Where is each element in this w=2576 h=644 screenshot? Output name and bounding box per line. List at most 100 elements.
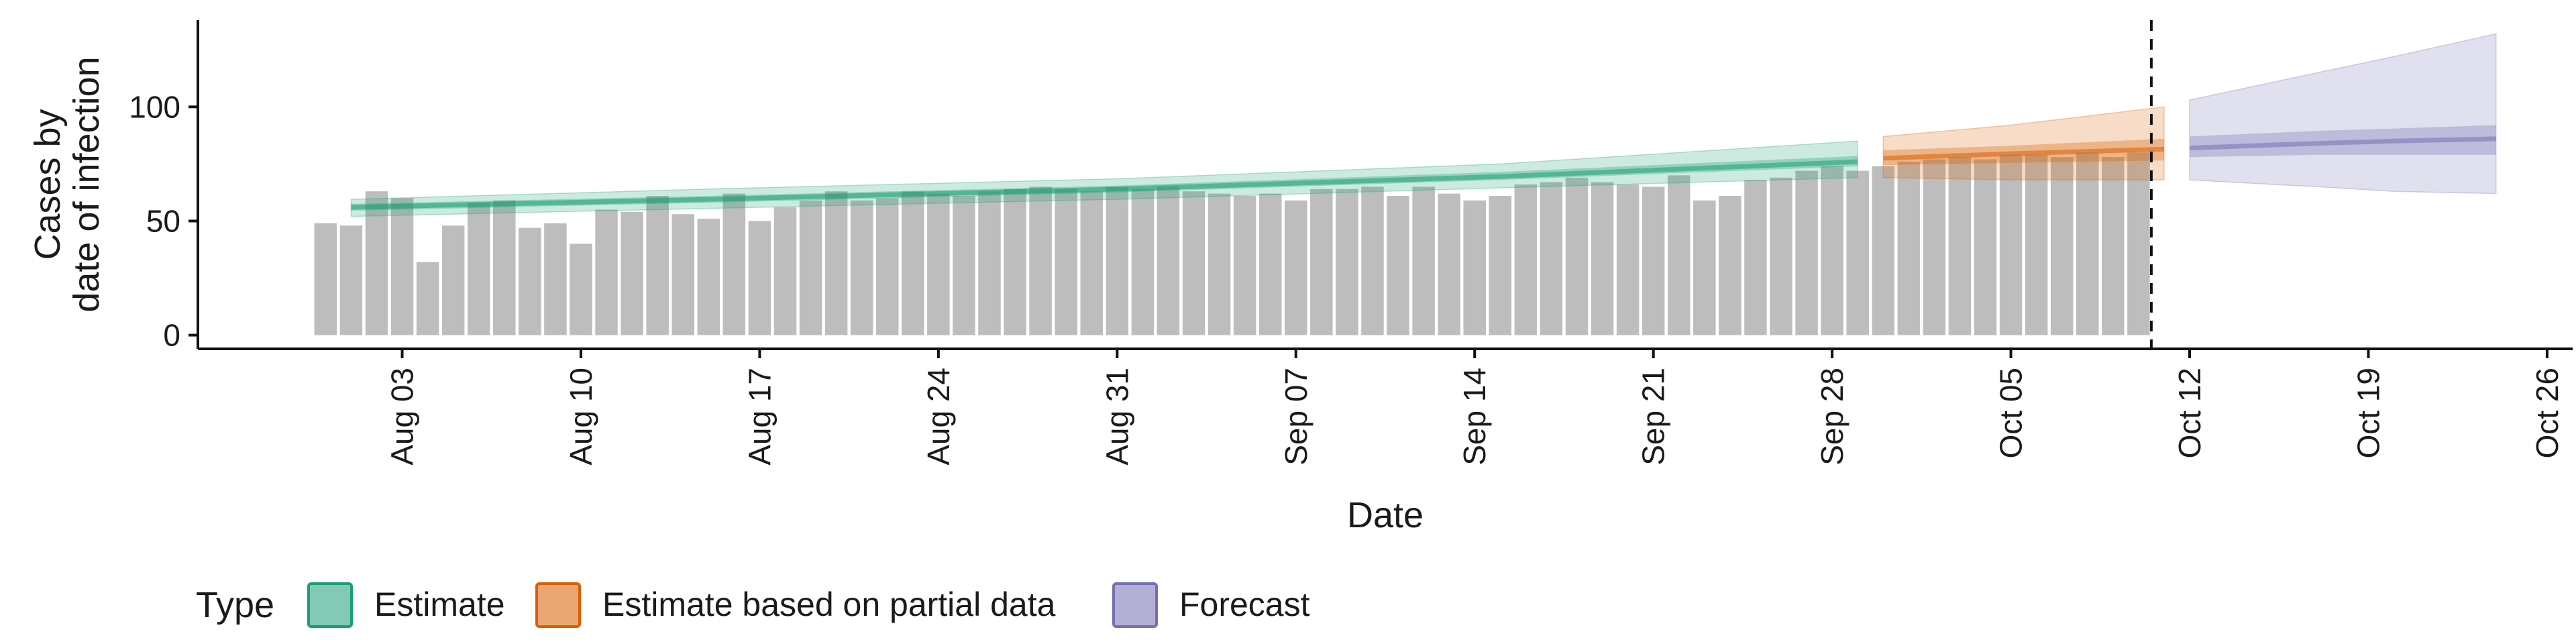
y-tick-label: 50: [146, 203, 180, 238]
legend-item: Forecast: [1112, 582, 1310, 628]
bar: [978, 191, 1001, 335]
bar: [1258, 193, 1282, 335]
legend-swatch: [307, 582, 353, 628]
x-tick-label: Aug 10: [564, 368, 598, 466]
bar: [1770, 177, 1792, 335]
x-tick-label: Sep 14: [1457, 368, 1492, 466]
bar: [1693, 200, 1716, 335]
x-tick-label: Aug 03: [385, 368, 420, 466]
bar: [519, 227, 541, 335]
bar: [2102, 157, 2125, 335]
y-axis-title: Cases bydate of infection: [28, 56, 107, 312]
x-tick-label: Aug 17: [742, 368, 777, 466]
bar: [1336, 189, 1358, 335]
bar: [1285, 200, 1307, 335]
bar: [339, 225, 363, 335]
axes-layer: 0 50 100 Aug 03 Aug 10 Aug 17 Aug 24 Aug 31 Sep …: [129, 20, 2573, 466]
bar: [1616, 184, 1640, 335]
bar: [1463, 200, 1486, 335]
bars-layer: [314, 152, 2150, 335]
bar: [416, 262, 439, 335]
bar: [2025, 154, 2048, 335]
legend-swatch: [535, 582, 581, 628]
y-axis-title-text: Cases bydate of infection: [28, 56, 107, 312]
bar: [1412, 186, 1435, 335]
outer-band: [2189, 33, 2497, 195]
legend-swatch: [1112, 582, 1158, 628]
bar: [467, 203, 490, 335]
bar: [748, 221, 771, 335]
bar: [1974, 159, 1997, 335]
x-tick-label: Oct 05: [1994, 368, 2029, 459]
bar: [2076, 152, 2099, 335]
bar: [902, 191, 924, 335]
bar: [927, 193, 950, 335]
x-tick-label: Sep 21: [1636, 368, 1671, 466]
bar: [441, 225, 465, 335]
x-axis-title: Date: [1347, 495, 1424, 535]
bar: [621, 211, 643, 335]
median-line: [1883, 146, 2165, 161]
x-tick-label: Aug 24: [921, 368, 956, 466]
bar: [2127, 152, 2150, 335]
x-tick-label: Oct 26: [2530, 368, 2565, 459]
bar: [1923, 159, 1946, 335]
bar: [1004, 189, 1026, 335]
bar: [314, 223, 337, 335]
legend-label: Estimate: [374, 586, 505, 623]
bar: [365, 191, 388, 335]
bar: [1514, 184, 1538, 335]
bar: [697, 219, 720, 335]
outer-band: [1882, 106, 2165, 180]
bar: [1872, 166, 1895, 335]
bar: [875, 198, 899, 335]
x-tick-label: Oct 12: [2172, 368, 2207, 459]
bar: [850, 200, 873, 335]
bar: [1642, 186, 1665, 335]
bar: [722, 193, 746, 335]
bar: [1948, 157, 1972, 335]
x-tick-label: Aug 31: [1099, 368, 1134, 466]
bar: [1846, 170, 1869, 335]
legend-item: Estimate: [307, 582, 505, 628]
bar: [1157, 186, 1180, 335]
bands-layer: [350, 33, 2497, 217]
bar: [1131, 189, 1155, 335]
legend: Type Estimate Estimate based on partial da…: [196, 582, 1310, 628]
bar: [1719, 196, 1741, 335]
bar: [1438, 193, 1460, 335]
bar: [1387, 196, 1409, 335]
bar: [773, 207, 797, 335]
bar: [799, 200, 822, 335]
bar: [1795, 170, 1818, 335]
bar: [1029, 186, 1052, 335]
bar: [1667, 175, 1690, 335]
bar: [493, 200, 516, 335]
bar: [646, 196, 669, 335]
bar: [1540, 182, 1563, 335]
legend-item: Estimate based on partial data: [535, 582, 1056, 628]
bar: [1744, 180, 1767, 335]
bar: [1489, 196, 1512, 335]
x-tick-label: Sep 07: [1279, 368, 1313, 466]
bar: [953, 196, 975, 335]
y-tick-label: 100: [129, 89, 180, 124]
bar: [1821, 166, 1843, 335]
bar: [1361, 186, 1384, 335]
bar: [1106, 186, 1129, 335]
bar: [672, 214, 694, 335]
bar: [1999, 154, 2023, 335]
y-tick-label: 0: [163, 318, 180, 353]
x-tick-label: Sep 28: [1815, 368, 1849, 466]
legend-label: Estimate based on partial data: [602, 586, 1056, 623]
bar: [390, 198, 414, 335]
bar: [824, 191, 848, 335]
bar: [544, 223, 567, 335]
median-line: [351, 159, 1858, 210]
bar: [2050, 157, 2074, 335]
bar: [595, 209, 618, 335]
bar: [1182, 191, 1205, 335]
bar: [1310, 189, 1333, 335]
bar: [1208, 193, 1231, 335]
